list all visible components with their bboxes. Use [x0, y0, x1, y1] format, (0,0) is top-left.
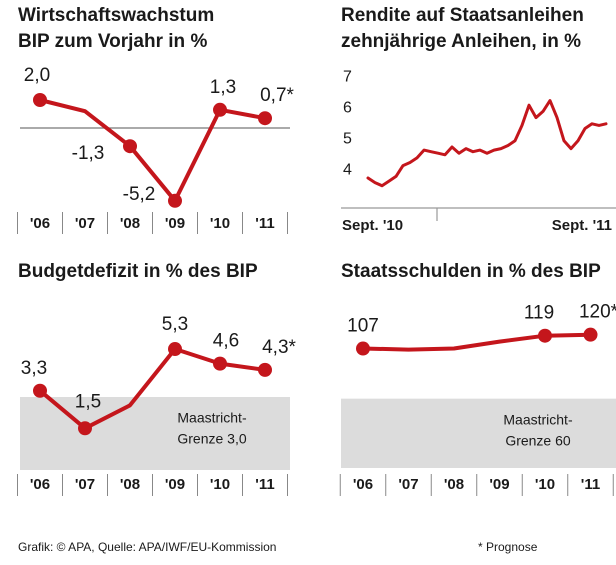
data-point	[213, 356, 227, 371]
value-label: 1,3	[210, 77, 236, 98]
chart-title: Rendite auf Staatsanleihen	[341, 5, 584, 26]
chart-title: Staatsschulden in % des BIP	[341, 261, 601, 282]
chart-subtitle: zehnjährige Anleihen, in %	[341, 31, 581, 52]
value-label: 2,0	[24, 65, 50, 86]
x-tick-label: '10	[210, 215, 230, 232]
data-line	[361, 332, 593, 352]
x-tick-label: '11	[255, 476, 274, 493]
x-tick-label: '08	[444, 476, 464, 493]
x-tick-label: '10	[535, 476, 555, 493]
threshold-label: Grenze 3,0	[177, 431, 246, 447]
y-tick-label: 4	[343, 161, 352, 178]
x-tick-label: '09	[165, 215, 185, 232]
value-label: -5,2	[123, 184, 156, 205]
value-label: 107	[347, 316, 379, 337]
value-label: -1,3	[72, 143, 105, 164]
data-point	[123, 139, 137, 154]
value-label: 3,3	[21, 358, 47, 379]
data-point	[78, 421, 92, 436]
x-tick-label: '11	[581, 476, 600, 493]
value-label: 5,3	[162, 314, 188, 335]
x-tick-label: '06	[353, 476, 373, 493]
x-tick-label: '08	[120, 476, 140, 493]
x-tick-label: '09	[165, 476, 185, 493]
threshold-label: Maastricht-	[177, 410, 247, 426]
x-tick-label: '09	[489, 476, 509, 493]
footnote: * Prognose	[478, 540, 538, 554]
x-tick-label: '07	[398, 476, 418, 493]
x-tick-label: '11	[255, 215, 274, 232]
value-label: 1,5	[75, 391, 101, 412]
data-point	[168, 342, 182, 357]
x-tick-label: '08	[120, 215, 140, 232]
y-tick-label: 7	[343, 69, 352, 86]
data-point	[258, 111, 272, 126]
value-label: 4,6	[213, 331, 239, 352]
data-point	[583, 327, 598, 342]
data-line	[38, 347, 267, 431]
data-point	[33, 383, 47, 398]
chart-title: Budgetdefizit in % des BIP	[18, 261, 258, 282]
value-label: 120*	[579, 302, 616, 323]
data-line	[38, 98, 267, 203]
x-tick-label: Sept. '11	[552, 217, 612, 234]
threshold-label: Grenze 60	[505, 432, 571, 448]
data-point	[258, 362, 272, 377]
x-tick-label: '07	[75, 215, 95, 232]
value-label: 0,7*	[260, 85, 294, 106]
threshold-band	[341, 398, 616, 468]
data-point	[33, 93, 47, 107]
data-point	[168, 193, 182, 208]
x-tick-label: Sept. '10	[342, 217, 403, 234]
x-tick-label: '06	[30, 215, 50, 232]
value-label: 119	[524, 303, 554, 324]
data-point	[538, 328, 552, 343]
chart-subtitle: BIP zum Vorjahr in %	[18, 31, 207, 52]
y-tick-label: 5	[343, 131, 352, 148]
threshold-label: Maastricht-	[503, 411, 573, 427]
data-line	[366, 99, 608, 188]
data-point	[213, 102, 227, 117]
x-tick-label: '06	[30, 476, 50, 493]
value-label: 4,3*	[262, 337, 296, 358]
y-tick-label: 6	[343, 100, 352, 117]
data-point	[356, 341, 370, 356]
x-tick-label: '07	[75, 476, 95, 493]
chart-title: Wirtschaftswachstum	[18, 5, 214, 26]
source: Grafik: © APA, Quelle: APA/IWF/EU-Kommis…	[18, 540, 276, 554]
x-tick-label: '10	[210, 476, 230, 493]
